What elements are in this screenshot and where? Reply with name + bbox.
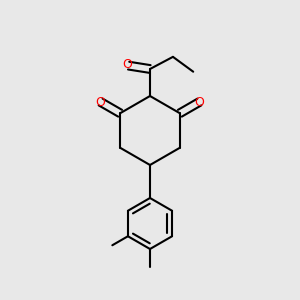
Text: O: O <box>194 95 204 109</box>
Text: O: O <box>96 95 106 109</box>
Text: O: O <box>122 58 132 70</box>
